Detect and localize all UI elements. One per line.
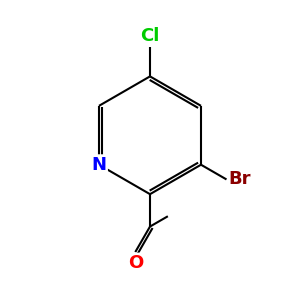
Text: Cl: Cl <box>140 28 160 46</box>
Text: Br: Br <box>228 170 250 188</box>
Text: N: N <box>92 156 106 174</box>
Text: O: O <box>128 254 143 272</box>
